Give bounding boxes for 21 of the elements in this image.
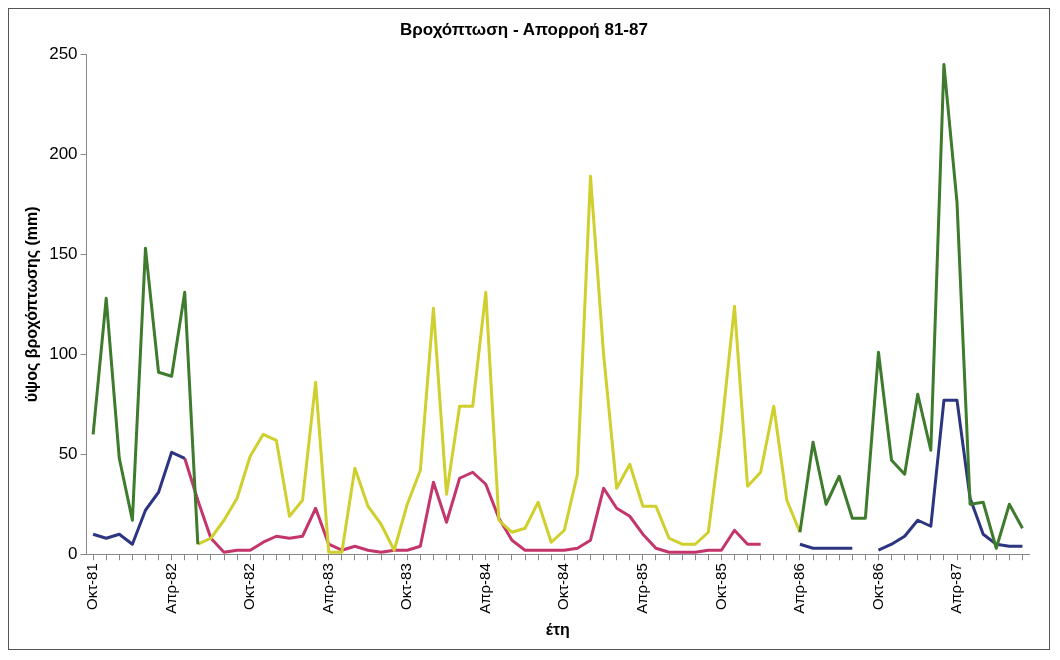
y-tick-label: 200 (49, 144, 78, 164)
x-tick-label: Οκτ-82 (240, 563, 258, 611)
x-tick-label: Απρ-84 (475, 563, 493, 614)
x-tick-label: Οκτ-86 (868, 563, 886, 611)
x-tick-label: Απρ-82 (161, 563, 179, 614)
y-tick-label: 50 (58, 443, 78, 463)
y-tick-label: 0 (68, 543, 78, 563)
x-tick-label: Οκτ-83 (397, 563, 415, 611)
y-tick-label: 250 (49, 44, 78, 64)
chart-title: Βροχόπτωση - Απορροή 81-87 (400, 19, 648, 39)
y-tick-label: 150 (49, 244, 78, 264)
y-tick-label: 100 (49, 343, 78, 363)
x-axis-title: έτη (545, 620, 570, 638)
x-tick-label: Οκτ-85 (711, 563, 729, 611)
y-axis-title: ύψος βροχόπτωσης (mm) (23, 206, 42, 403)
x-tick-label: Απρ-87 (947, 563, 965, 614)
x-tick-label: Απρ-85 (633, 563, 650, 614)
x-tick-label: Απρ-86 (790, 563, 808, 614)
x-tick-label: Απρ-83 (318, 563, 336, 614)
x-tick-label: Οκτ-81 (83, 563, 101, 611)
x-tick-label: Οκτ-84 (554, 563, 572, 611)
